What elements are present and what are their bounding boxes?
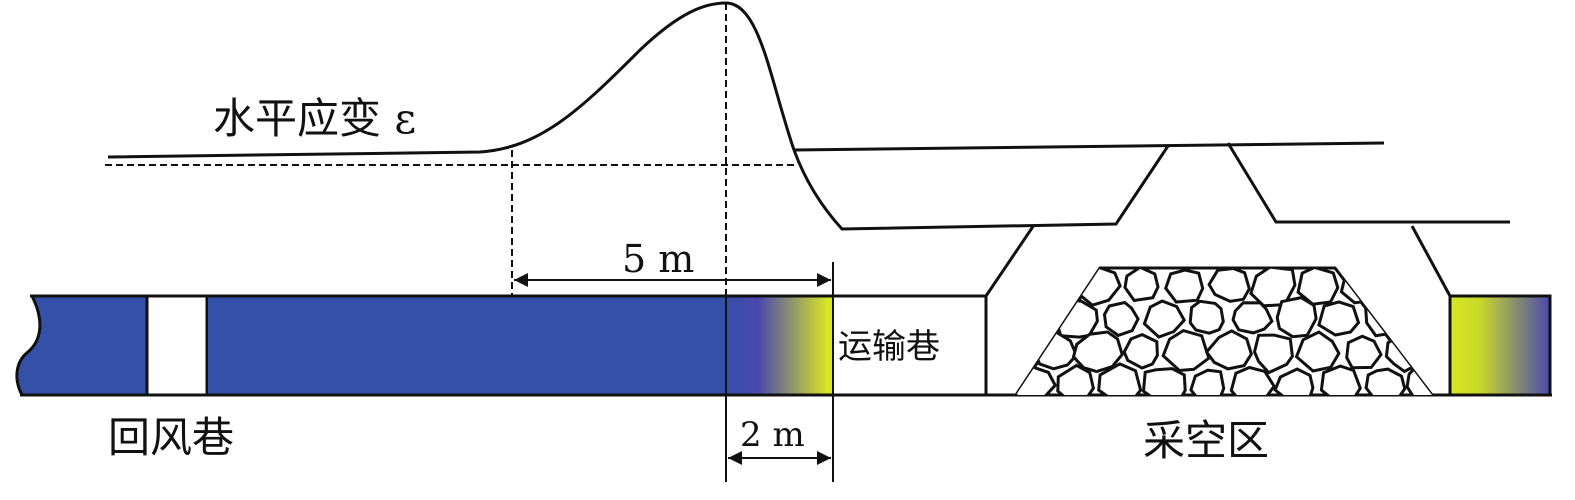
rubble-block <box>1016 268 1031 307</box>
dimension-lines <box>514 262 834 482</box>
rubble-block <box>1207 268 1251 303</box>
haulage-roadway-label: 运输巷 <box>838 327 940 367</box>
rubble-block <box>1122 332 1159 370</box>
rubble-block <box>1189 368 1226 395</box>
stress-zone-left <box>726 296 833 395</box>
stress-zone-right <box>1448 294 1552 397</box>
rubble-block <box>1275 296 1318 339</box>
rubble-block <box>1204 329 1254 371</box>
rubble-block <box>1016 332 1032 372</box>
rubble-block <box>1364 300 1407 338</box>
goaf-label: 采空区 <box>1143 416 1269 465</box>
dimension-5m-label: 5 m <box>622 237 694 281</box>
rubble-block <box>1164 268 1205 304</box>
rubble-block <box>1385 268 1425 302</box>
rubble-block <box>1142 299 1187 339</box>
rubble-block <box>1071 330 1124 374</box>
rubble-block <box>1102 300 1140 338</box>
goaf-rubble <box>1013 266 1436 397</box>
coal-seam-left <box>15 294 149 397</box>
reference-dashes <box>105 3 795 296</box>
rubble-block <box>1097 362 1143 395</box>
rubble-block <box>1229 365 1276 395</box>
rubble-block <box>1188 299 1225 335</box>
rubble-block <box>1296 268 1340 306</box>
return-roadway-opening <box>145 294 209 397</box>
coal-seam-main <box>206 295 728 396</box>
rubble-block <box>1317 300 1361 337</box>
rubble-block <box>1056 363 1096 395</box>
rubble-block <box>1231 301 1274 335</box>
strain-label: 水平应变 ε <box>213 94 416 143</box>
rubble-block <box>1016 297 1060 342</box>
rubble-block <box>1031 268 1074 306</box>
rubble-block <box>1016 365 1058 395</box>
rubble-block <box>1054 298 1099 339</box>
rubble-block <box>1161 328 1211 373</box>
rubble-block <box>1405 364 1432 395</box>
dimension-2m-label: 2 m <box>740 415 805 455</box>
rubble-block <box>1141 367 1187 395</box>
rubble-block <box>1319 364 1362 395</box>
rubble-block <box>1339 268 1383 305</box>
rubble-block <box>1364 367 1407 395</box>
rubble-block <box>1294 330 1341 373</box>
rubble-block <box>1345 334 1383 370</box>
rubble-block <box>1123 268 1160 303</box>
rubble-block <box>1406 298 1432 337</box>
rubble-block <box>1252 333 1294 375</box>
rubble-block <box>1273 367 1315 395</box>
return-roadway-label: 回风巷 <box>108 413 234 462</box>
